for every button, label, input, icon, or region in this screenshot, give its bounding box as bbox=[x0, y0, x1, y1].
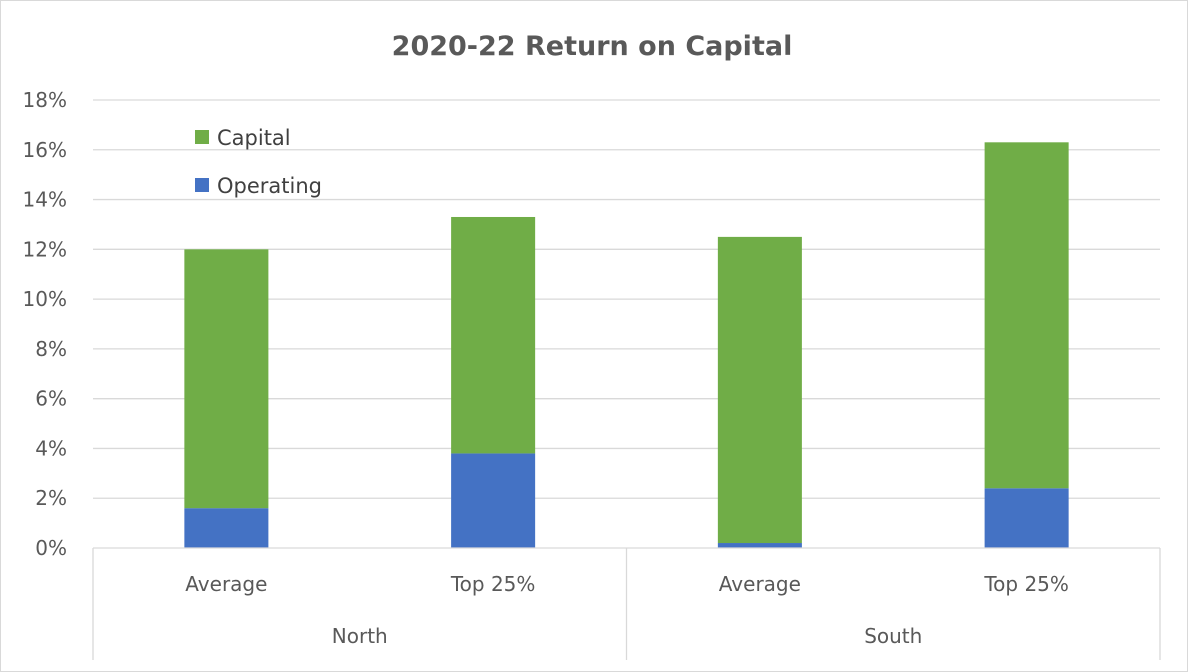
legend-label-operating: Operating bbox=[217, 174, 322, 198]
x-tick-label: Average bbox=[719, 572, 801, 596]
x-tick-label: Top 25% bbox=[983, 572, 1069, 596]
y-tick-label: 0% bbox=[35, 536, 67, 560]
chart-title: 2020-22 Return on Capital bbox=[392, 31, 793, 62]
bar-operating-4 bbox=[984, 488, 1069, 548]
bar-operating-1 bbox=[184, 508, 269, 548]
bars bbox=[184, 142, 1069, 548]
legend-label-capital: Capital bbox=[217, 126, 291, 150]
bar-capital-1 bbox=[184, 249, 269, 509]
bar-capital-3 bbox=[717, 236, 802, 544]
x-axis: Average Top 25% Average Top 25% North South bbox=[92, 547, 1161, 660]
bar-capital-2 bbox=[451, 216, 536, 454]
y-tick-label: 2% bbox=[35, 486, 67, 510]
y-tick-label: 14% bbox=[23, 188, 67, 212]
y-axis-ticks: 0% 2% 4% 6% 8% 10% 12% 14% 16% 18% bbox=[23, 88, 67, 560]
legend-swatch-operating bbox=[195, 178, 209, 192]
bar-operating-3 bbox=[717, 543, 802, 548]
y-tick-label: 6% bbox=[35, 387, 67, 411]
legend: Capital Operating bbox=[195, 126, 322, 198]
x-tick-label: Top 25% bbox=[450, 572, 536, 596]
x-tick-label: Average bbox=[185, 572, 267, 596]
y-tick-label: 8% bbox=[35, 337, 67, 361]
legend-swatch-capital bbox=[195, 130, 209, 144]
bar-capital-4 bbox=[984, 142, 1069, 489]
y-tick-label: 12% bbox=[23, 237, 67, 261]
y-tick-label: 16% bbox=[23, 138, 67, 162]
gridlines bbox=[93, 99, 1160, 499]
x-group-label: North bbox=[332, 624, 388, 648]
bar-operating-2 bbox=[451, 453, 536, 548]
y-tick-label: 4% bbox=[35, 436, 67, 460]
y-tick-label: 18% bbox=[23, 88, 67, 112]
y-tick-label: 10% bbox=[23, 287, 67, 311]
x-group-label: South bbox=[864, 624, 922, 648]
